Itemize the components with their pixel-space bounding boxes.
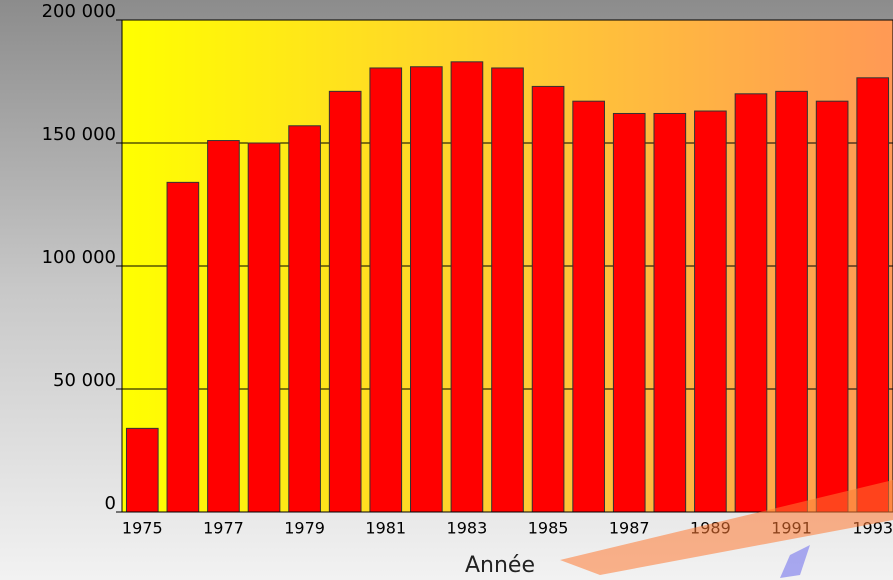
x-tick-label: 1981 bbox=[365, 519, 406, 538]
bar bbox=[653, 112, 687, 513]
bar bbox=[328, 90, 362, 513]
y-tick-label: 200 000 bbox=[42, 1, 116, 22]
decor-swoosh bbox=[780, 545, 810, 578]
bar bbox=[856, 77, 890, 513]
bar bbox=[775, 90, 808, 513]
x-tick-label: 1985 bbox=[528, 519, 569, 538]
bar bbox=[369, 67, 403, 513]
bar bbox=[207, 140, 240, 513]
bar bbox=[125, 427, 159, 513]
bar bbox=[531, 85, 565, 513]
bar bbox=[288, 125, 321, 513]
bar bbox=[247, 142, 281, 513]
bar bbox=[450, 61, 484, 513]
y-tick-label: 100 000 bbox=[42, 247, 116, 268]
bar bbox=[491, 67, 524, 513]
x-tick-label: 1975 bbox=[122, 519, 163, 538]
y-tick-label: 50 000 bbox=[53, 370, 116, 391]
bar bbox=[410, 66, 443, 513]
decor-swoosh bbox=[560, 480, 893, 575]
x-axis-label: Année bbox=[465, 553, 535, 578]
bar bbox=[694, 110, 727, 513]
x-tick-label: 1983 bbox=[447, 519, 488, 538]
y-tick-label: 0 bbox=[105, 493, 116, 514]
bar bbox=[572, 100, 605, 513]
bar bbox=[815, 100, 849, 513]
bar bbox=[166, 181, 200, 513]
x-tick-label: 1987 bbox=[609, 519, 650, 538]
bar bbox=[734, 93, 768, 513]
bar bbox=[612, 112, 646, 513]
chart-layer: 0 50 000 100 000 150 000 200 000 1975 1977 1979… bbox=[42, 1, 893, 538]
y-tick-label: 150 000 bbox=[42, 124, 116, 145]
x-tick-label: 1977 bbox=[203, 519, 244, 538]
x-tick-label: 1979 bbox=[284, 519, 325, 538]
